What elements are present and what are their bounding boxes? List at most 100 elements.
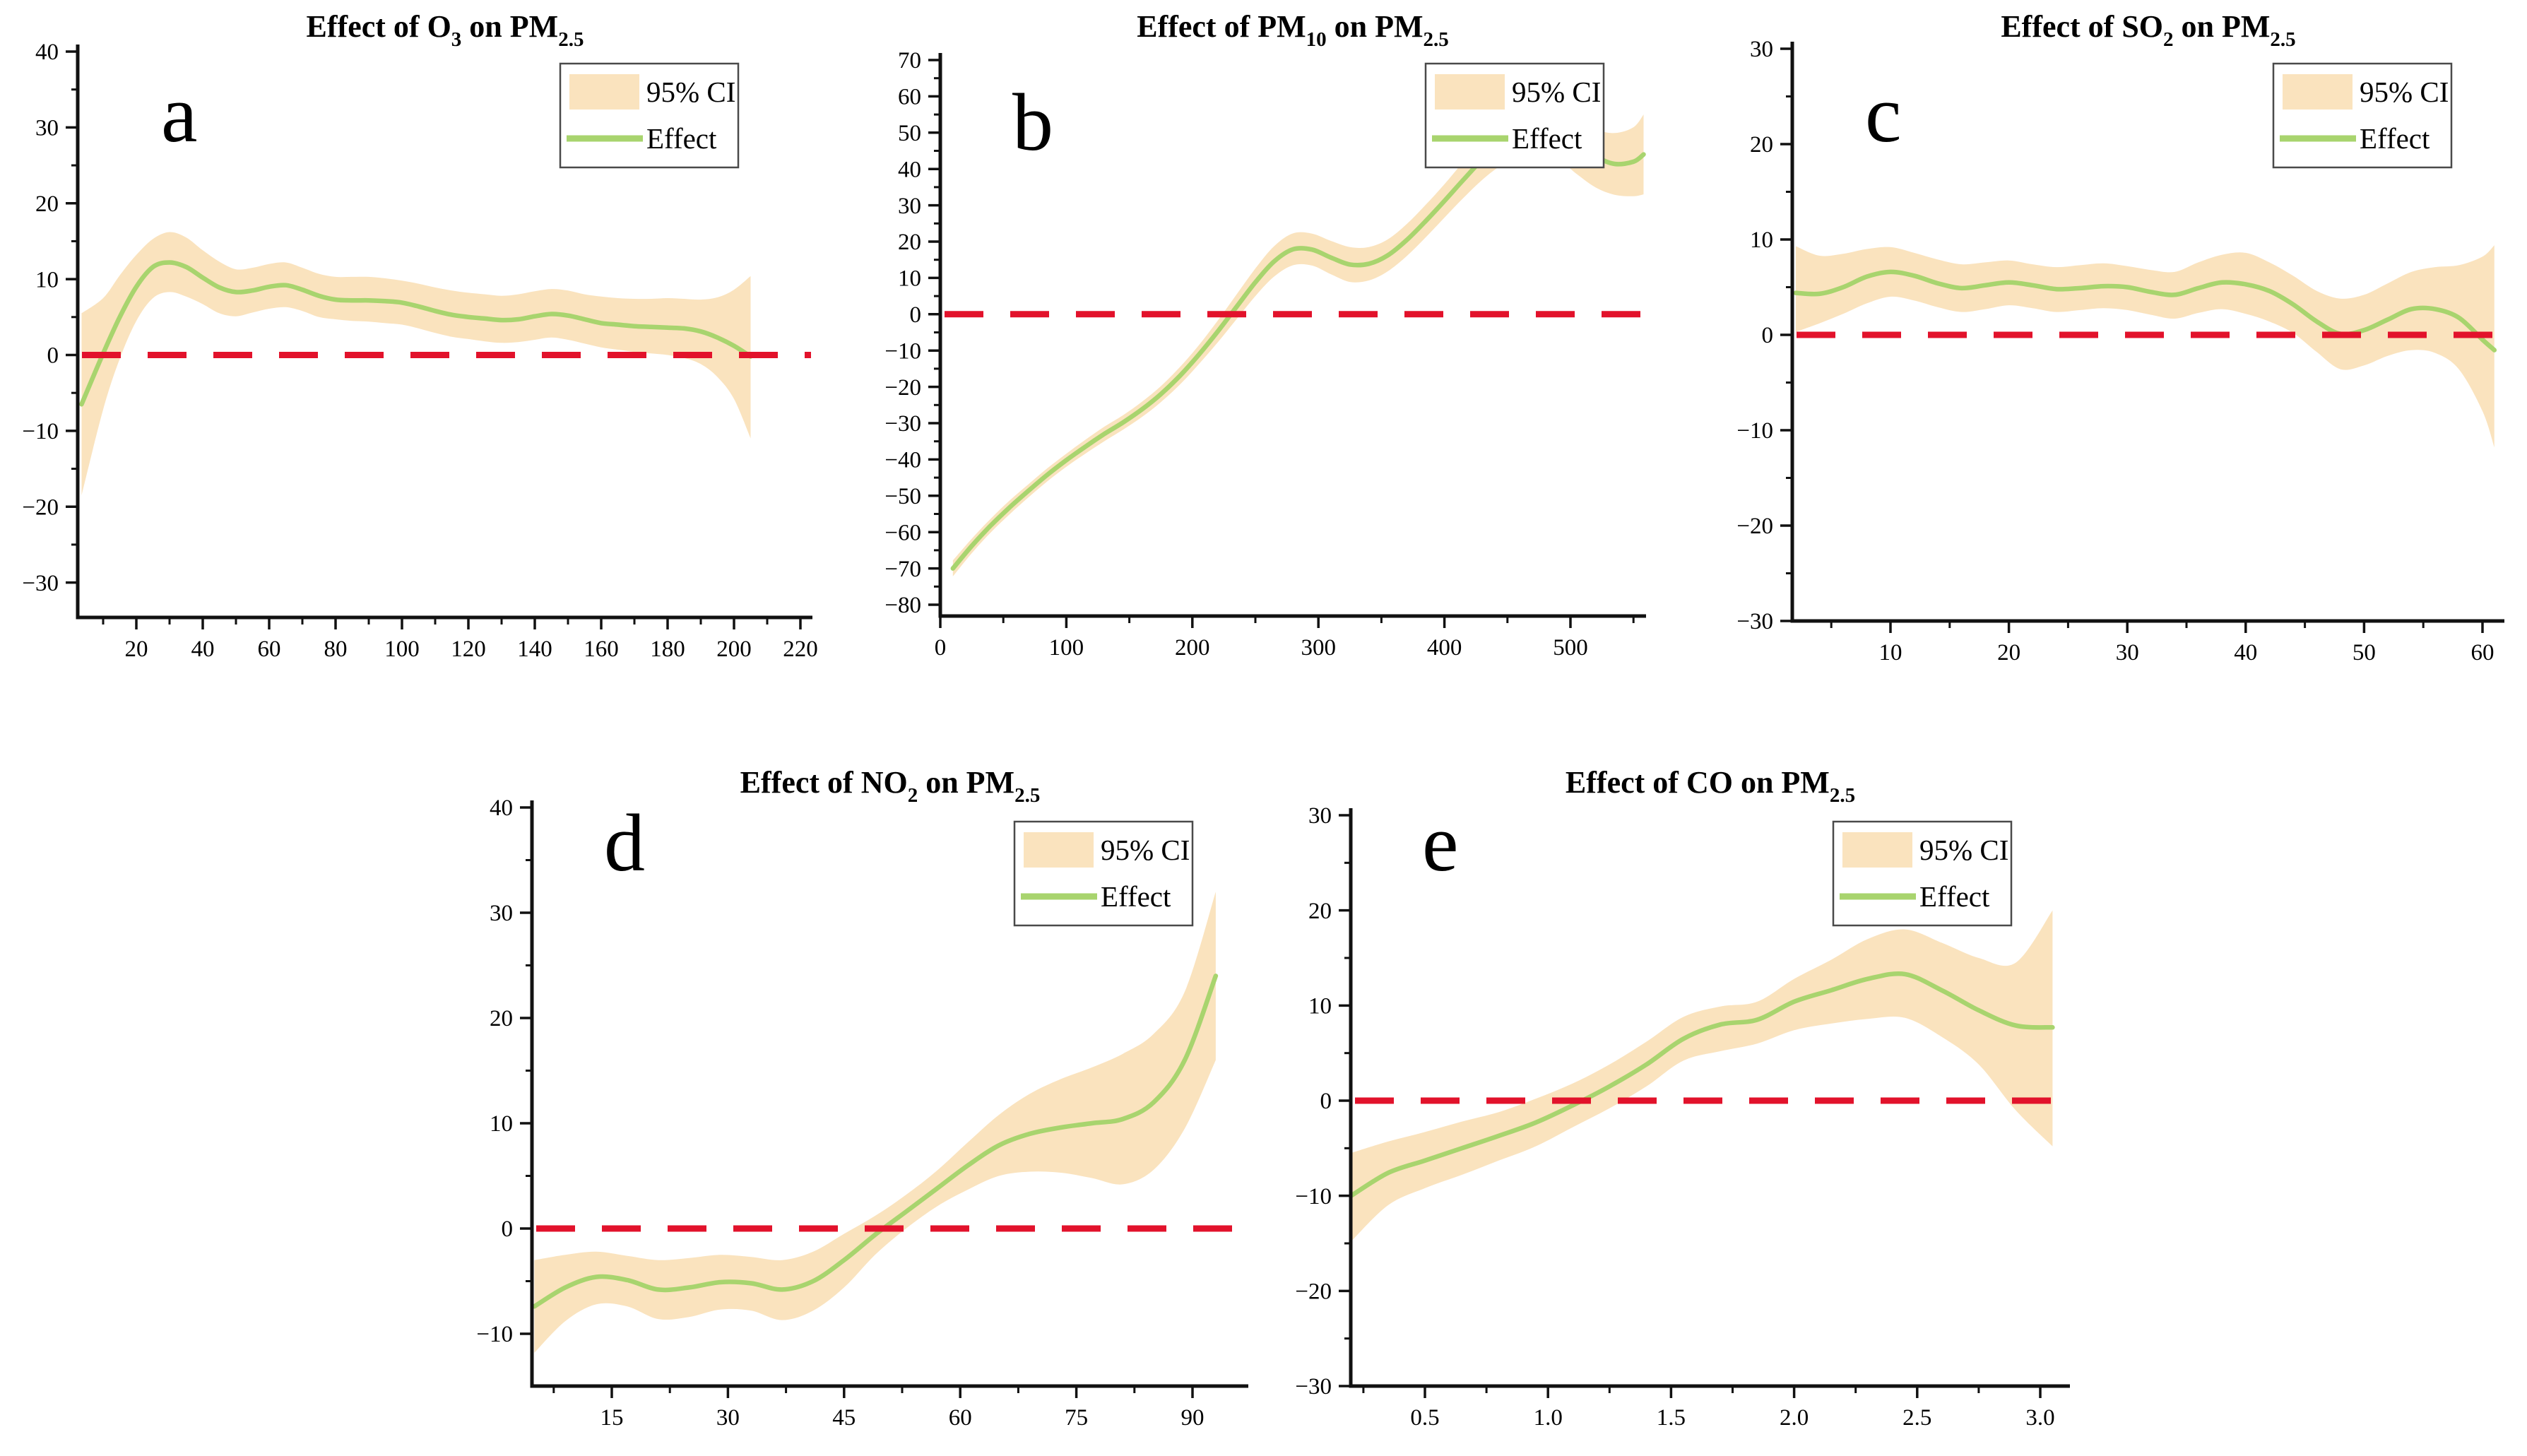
x-tick-label: 220 (783, 637, 818, 662)
legend: 95% CI Effect (2272, 62, 2453, 169)
y-tick-label: −30 (884, 411, 921, 437)
ci-band (1351, 910, 2053, 1242)
panel-title: Effect of SO2 on PM2.5 (2001, 9, 2295, 51)
y-tick-label: 10 (35, 267, 59, 292)
ci-band (952, 105, 1644, 576)
x-tick-label: 60 (949, 1405, 972, 1431)
y-tick-label: −50 (884, 484, 921, 509)
y-tick-label: 20 (1750, 132, 1773, 158)
y-tick-label: −20 (1295, 1279, 1332, 1305)
x-tick-label: 0.5 (1410, 1405, 1439, 1431)
y-tick-label: 20 (490, 1006, 513, 1031)
x-tick-label: 160 (584, 637, 619, 662)
panel-title: Effect of O3 on PM2.5 (307, 9, 584, 51)
ci-band (81, 232, 751, 496)
legend-effect-label: Effect (646, 122, 717, 155)
y-tick-label: −10 (1736, 418, 1773, 444)
ci-band (534, 892, 1216, 1353)
effect-line (1349, 971, 2055, 1198)
y-tick-label: 0 (1320, 1089, 1332, 1114)
legend: 95% CI Effect (1424, 62, 1605, 169)
effect-line (79, 260, 753, 407)
y-tick-label: 60 (898, 85, 921, 110)
legend-ci-label: 95% CI (1919, 834, 2008, 866)
x-tick-label: 1.5 (1657, 1405, 1686, 1431)
x-tick-label: 200 (1175, 635, 1210, 661)
y-tick-label: 0 (502, 1217, 514, 1242)
y-tick-label: 50 (898, 121, 921, 146)
y-tick-label: −60 (884, 520, 921, 545)
legend-ci-swatch (569, 74, 639, 110)
y-tick-label: −10 (476, 1322, 513, 1347)
y-tick-label: 30 (898, 194, 921, 219)
y-tick-label: −30 (1295, 1374, 1332, 1399)
x-tick-label: 75 (1065, 1405, 1088, 1431)
x-tick-label: 140 (517, 637, 552, 662)
y-tick-label: −10 (1295, 1184, 1332, 1209)
y-tick-label: −10 (884, 338, 921, 364)
y-tick-label: 30 (1308, 803, 1332, 829)
panel-letter: d (604, 798, 645, 889)
y-tick-label: 10 (1750, 227, 1773, 253)
y-tick-label: −30 (1736, 609, 1773, 634)
x-tick-label: 100 (1049, 635, 1084, 661)
panel-letter: e (1422, 798, 1459, 889)
x-tick-label: 15 (600, 1405, 624, 1431)
y-tick-label: −40 (884, 448, 921, 473)
x-tick-label: 60 (258, 637, 281, 662)
legend-ci-label: 95% CI (1101, 834, 1190, 866)
x-tick-label: 300 (1301, 635, 1336, 661)
x-tick-label: 20 (1997, 640, 2020, 665)
y-tick-label: 40 (35, 40, 59, 65)
y-tick-label: 10 (898, 266, 921, 292)
y-tick-label: 10 (490, 1111, 513, 1137)
y-tick-label: −10 (22, 419, 59, 444)
panel-b-pm10: 706050403020100−10−20−30−40−50−60−70−800… (884, 9, 1646, 661)
effect-line (1793, 269, 2497, 353)
x-tick-label: 100 (384, 637, 420, 662)
x-tick-label: 40 (191, 637, 215, 662)
panel-title: Effect of PM10 on PM2.5 (1137, 9, 1449, 51)
y-tick-label: −20 (1736, 514, 1773, 539)
legend-ci-swatch (1024, 832, 1094, 868)
y-tick-label: 30 (490, 901, 513, 926)
x-tick-label: 30 (2116, 640, 2139, 665)
x-tick-label: 500 (1553, 635, 1588, 661)
x-tick-label: 30 (716, 1405, 740, 1431)
panel-c-so2: 30 20 10 0 −10 −20 −30 10 20 30 40 50 60 Effect of SO… (1736, 9, 2504, 665)
legend-ci-swatch (1435, 74, 1505, 110)
x-tick-label: 2.5 (1902, 1405, 1931, 1431)
x-tick-label: 80 (324, 637, 348, 662)
legend: 95% CI Effect (1832, 820, 2013, 927)
x-tick-label: 0 (935, 635, 947, 661)
legend-effect-label: Effect (1512, 122, 1582, 155)
legend-ci-swatch (2283, 74, 2353, 110)
panel-letter: c (1865, 69, 1902, 160)
ci-band (1795, 245, 2495, 448)
x-tick-label: 1.0 (1534, 1405, 1563, 1431)
x-tick-label: 10 (1879, 640, 1902, 665)
legend-ci-label: 95% CI (646, 76, 735, 108)
legend: 95% CI Effect (559, 62, 740, 169)
y-tick-label: 70 (898, 48, 921, 73)
y-tick-label: 20 (898, 230, 921, 255)
y-tick-label: 20 (35, 191, 59, 217)
y-tick-label: 0 (910, 302, 922, 328)
legend: 95% CI Effect (1013, 820, 1194, 927)
panel-d-no2: 40 30 20 10 0 −10 15 30 45 60 75 90 Effect of NO2 on… (476, 765, 1248, 1431)
y-tick-label: 40 (898, 157, 921, 182)
y-tick-label: 20 (1308, 899, 1332, 924)
legend-ci-label: 95% CI (2360, 76, 2449, 108)
y-tick-label: −20 (884, 375, 921, 401)
legend-effect-label: Effect (2360, 122, 2430, 155)
x-tick-label: 60 (2471, 640, 2495, 665)
effect-line (950, 127, 1646, 571)
legend-ci-label: 95% CI (1512, 76, 1601, 108)
panel-letter: a (161, 69, 198, 160)
x-tick-label: 20 (125, 637, 148, 662)
y-tick-label: −20 (22, 495, 59, 520)
y-tick-label: 40 (490, 795, 513, 821)
x-tick-label: 50 (2353, 640, 2376, 665)
